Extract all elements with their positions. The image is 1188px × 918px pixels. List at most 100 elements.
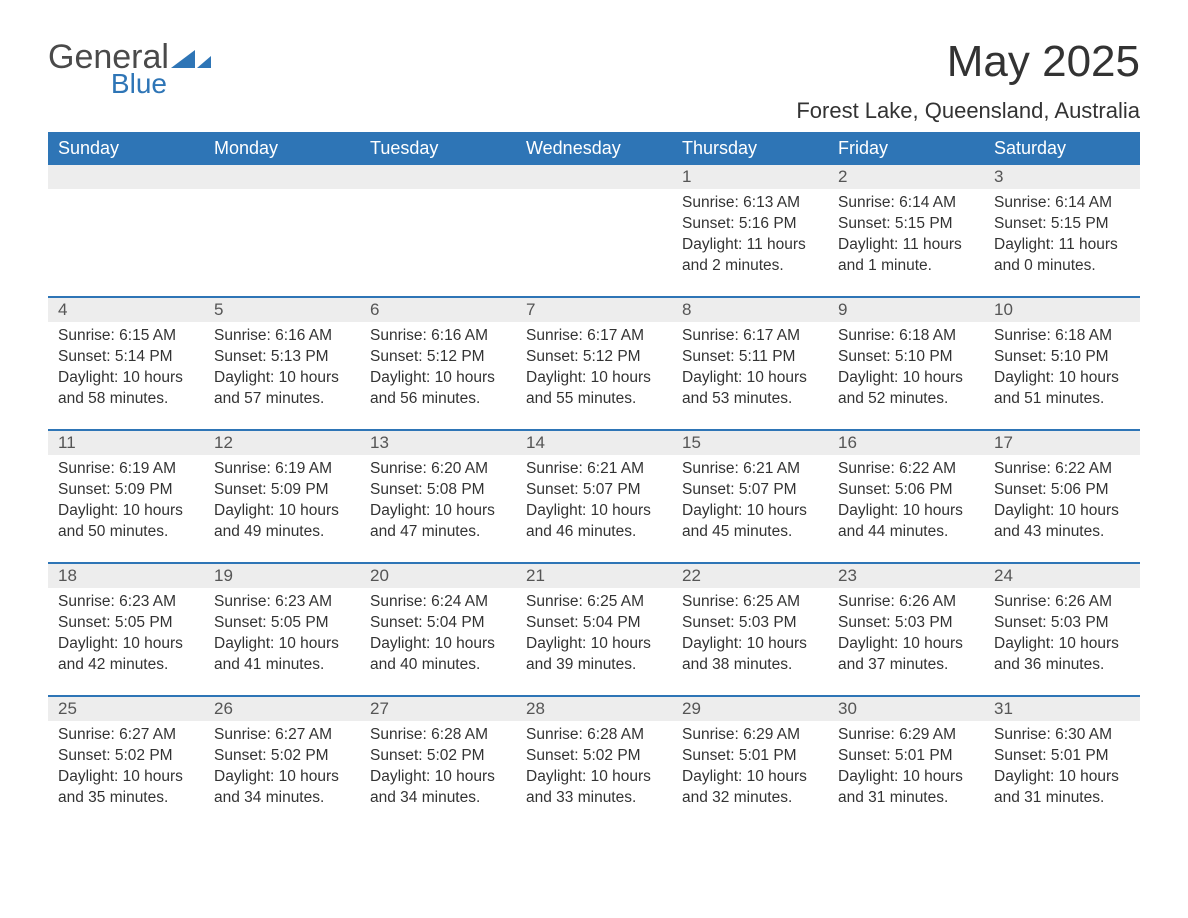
daylight-line: Daylight: 10 hours and 44 minutes. [838,501,974,543]
calendar-day: 31Sunrise: 6:30 AMSunset: 5:01 PMDayligh… [984,697,1140,829]
sunset-line: Sunset: 5:12 PM [526,347,662,368]
day-body: Sunrise: 6:14 AMSunset: 5:15 PMDaylight:… [984,189,1140,285]
header: General Blue May 2025 Forest Lake, Queen… [48,40,1140,124]
day-number: 7 [516,298,672,322]
calendar-day: 12Sunrise: 6:19 AMSunset: 5:09 PMDayligh… [204,431,360,563]
day-number: 5 [204,298,360,322]
logo-word-blue: Blue [48,70,167,98]
day-number: 3 [984,165,1140,189]
day-number: 4 [48,298,204,322]
day-body: Sunrise: 6:16 AMSunset: 5:12 PMDaylight:… [360,322,516,418]
logo-text: General Blue [48,40,169,98]
calendar-day: 3Sunrise: 6:14 AMSunset: 5:15 PMDaylight… [984,165,1140,297]
calendar-day-empty [48,165,204,297]
calendar-thead: SundayMondayTuesdayWednesdayThursdayFrid… [48,132,1140,165]
calendar-week: 25Sunrise: 6:27 AMSunset: 5:02 PMDayligh… [48,697,1140,829]
sunrise-line: Sunrise: 6:17 AM [526,326,662,347]
calendar-body: 1Sunrise: 6:13 AMSunset: 5:16 PMDaylight… [48,165,1140,829]
day-body: Sunrise: 6:21 AMSunset: 5:07 PMDaylight:… [516,455,672,551]
weekday-header: Monday [204,132,360,165]
sunrise-line: Sunrise: 6:24 AM [370,592,506,613]
day-number: 2 [828,165,984,189]
day-number: 30 [828,697,984,721]
calendar-day-empty [516,165,672,297]
sunrise-line: Sunrise: 6:16 AM [214,326,350,347]
daylight-line: Daylight: 10 hours and 57 minutes. [214,368,350,410]
day-number: 14 [516,431,672,455]
sunset-line: Sunset: 5:04 PM [370,613,506,634]
daylight-line: Daylight: 10 hours and 51 minutes. [994,368,1130,410]
daylight-line: Daylight: 10 hours and 56 minutes. [370,368,506,410]
sunset-line: Sunset: 5:06 PM [994,480,1130,501]
day-number: 18 [48,564,204,588]
calendar-table: SundayMondayTuesdayWednesdayThursdayFrid… [48,132,1140,829]
day-body: Sunrise: 6:19 AMSunset: 5:09 PMDaylight:… [48,455,204,551]
day-body: Sunrise: 6:28 AMSunset: 5:02 PMDaylight:… [360,721,516,817]
daylight-line: Daylight: 10 hours and 40 minutes. [370,634,506,676]
daylight-line: Daylight: 10 hours and 49 minutes. [214,501,350,543]
sunset-line: Sunset: 5:07 PM [682,480,818,501]
day-body: Sunrise: 6:16 AMSunset: 5:13 PMDaylight:… [204,322,360,418]
sunset-line: Sunset: 5:01 PM [682,746,818,767]
day-number: 15 [672,431,828,455]
calendar-day: 24Sunrise: 6:26 AMSunset: 5:03 PMDayligh… [984,564,1140,696]
logo-flag-icon [171,46,213,79]
weekday-header: Tuesday [360,132,516,165]
sunset-line: Sunset: 5:01 PM [838,746,974,767]
daylight-line: Daylight: 10 hours and 55 minutes. [526,368,662,410]
sunrise-line: Sunrise: 6:14 AM [838,193,974,214]
calendar-day: 8Sunrise: 6:17 AMSunset: 5:11 PMDaylight… [672,298,828,430]
daylight-line: Daylight: 11 hours and 0 minutes. [994,235,1130,277]
sunrise-line: Sunrise: 6:25 AM [526,592,662,613]
day-number-empty [516,165,672,189]
daylight-line: Daylight: 10 hours and 33 minutes. [526,767,662,809]
calendar-day: 22Sunrise: 6:25 AMSunset: 5:03 PMDayligh… [672,564,828,696]
day-number: 31 [984,697,1140,721]
weekday-row: SundayMondayTuesdayWednesdayThursdayFrid… [48,132,1140,165]
day-number-empty [204,165,360,189]
day-body: Sunrise: 6:27 AMSunset: 5:02 PMDaylight:… [48,721,204,817]
sunset-line: Sunset: 5:16 PM [682,214,818,235]
calendar-day: 10Sunrise: 6:18 AMSunset: 5:10 PMDayligh… [984,298,1140,430]
calendar-day: 18Sunrise: 6:23 AMSunset: 5:05 PMDayligh… [48,564,204,696]
calendar-day: 6Sunrise: 6:16 AMSunset: 5:12 PMDaylight… [360,298,516,430]
day-body: Sunrise: 6:29 AMSunset: 5:01 PMDaylight:… [828,721,984,817]
calendar-day-empty [204,165,360,297]
day-body: Sunrise: 6:17 AMSunset: 5:11 PMDaylight:… [672,322,828,418]
sunset-line: Sunset: 5:13 PM [214,347,350,368]
sunset-line: Sunset: 5:09 PM [58,480,194,501]
day-body: Sunrise: 6:18 AMSunset: 5:10 PMDaylight:… [828,322,984,418]
sunrise-line: Sunrise: 6:18 AM [994,326,1130,347]
sunrise-line: Sunrise: 6:25 AM [682,592,818,613]
daylight-line: Daylight: 11 hours and 1 minute. [838,235,974,277]
day-body: Sunrise: 6:27 AMSunset: 5:02 PMDaylight:… [204,721,360,817]
calendar-day-empty [360,165,516,297]
sunrise-line: Sunrise: 6:22 AM [838,459,974,480]
calendar-day: 15Sunrise: 6:21 AMSunset: 5:07 PMDayligh… [672,431,828,563]
calendar-day: 2Sunrise: 6:14 AMSunset: 5:15 PMDaylight… [828,165,984,297]
daylight-line: Daylight: 11 hours and 2 minutes. [682,235,818,277]
sunset-line: Sunset: 5:05 PM [58,613,194,634]
calendar-day: 13Sunrise: 6:20 AMSunset: 5:08 PMDayligh… [360,431,516,563]
daylight-line: Daylight: 10 hours and 47 minutes. [370,501,506,543]
weekday-header: Thursday [672,132,828,165]
daylight-line: Daylight: 10 hours and 35 minutes. [58,767,194,809]
calendar-day: 26Sunrise: 6:27 AMSunset: 5:02 PMDayligh… [204,697,360,829]
calendar-week: 18Sunrise: 6:23 AMSunset: 5:05 PMDayligh… [48,564,1140,696]
day-body: Sunrise: 6:25 AMSunset: 5:03 PMDaylight:… [672,588,828,684]
sunrise-line: Sunrise: 6:27 AM [58,725,194,746]
day-number: 22 [672,564,828,588]
sunset-line: Sunset: 5:10 PM [994,347,1130,368]
location: Forest Lake, Queensland, Australia [796,98,1140,124]
sunset-line: Sunset: 5:10 PM [838,347,974,368]
day-body: Sunrise: 6:28 AMSunset: 5:02 PMDaylight:… [516,721,672,817]
calendar-week: 4Sunrise: 6:15 AMSunset: 5:14 PMDaylight… [48,298,1140,430]
day-number: 26 [204,697,360,721]
sunrise-line: Sunrise: 6:29 AM [838,725,974,746]
day-body: Sunrise: 6:17 AMSunset: 5:12 PMDaylight:… [516,322,672,418]
daylight-line: Daylight: 10 hours and 58 minutes. [58,368,194,410]
day-body: Sunrise: 6:21 AMSunset: 5:07 PMDaylight:… [672,455,828,551]
calendar-week: 11Sunrise: 6:19 AMSunset: 5:09 PMDayligh… [48,431,1140,563]
day-number: 16 [828,431,984,455]
calendar-day: 16Sunrise: 6:22 AMSunset: 5:06 PMDayligh… [828,431,984,563]
